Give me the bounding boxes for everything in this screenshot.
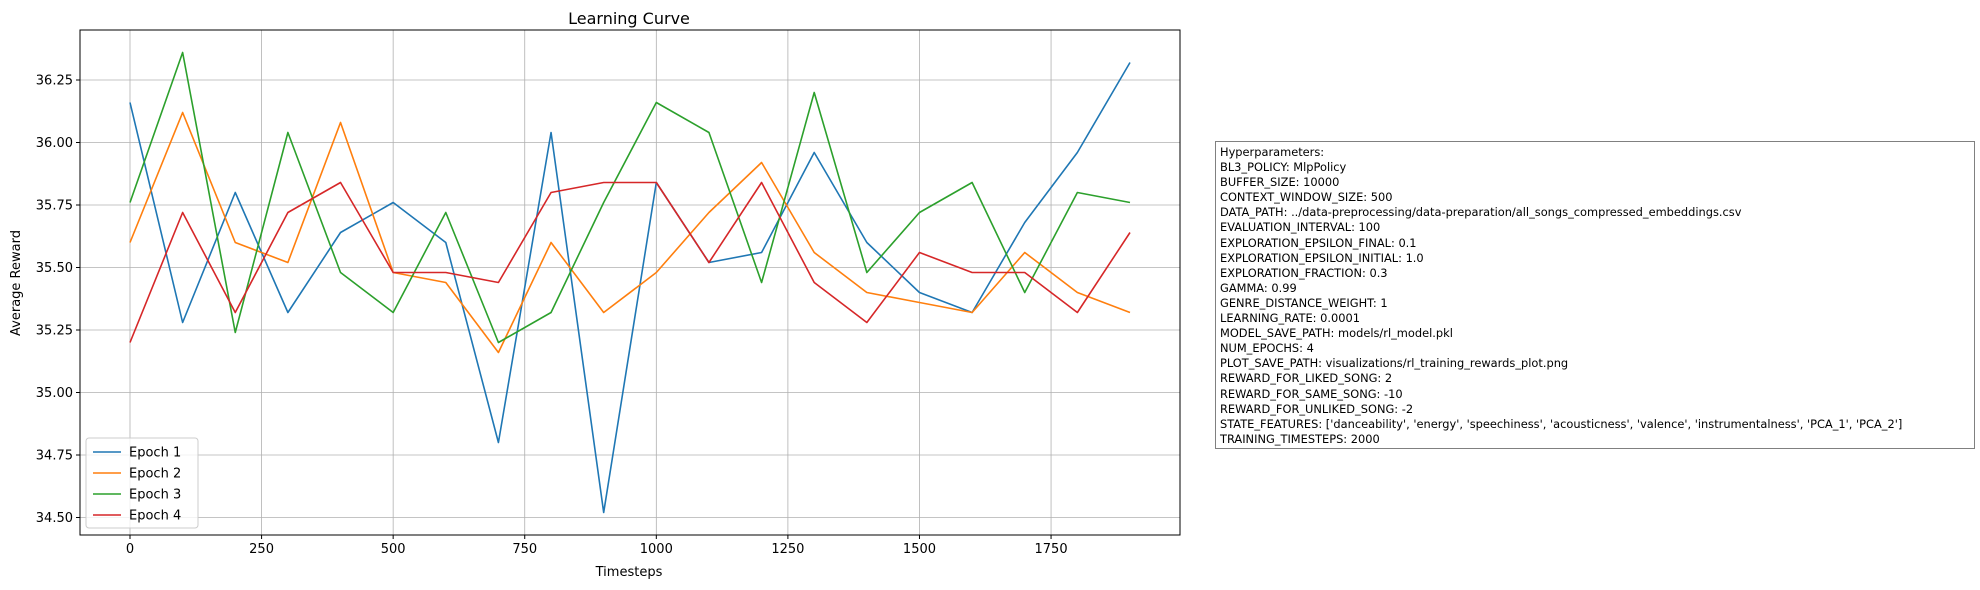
hyperparameter-line: STATE_FEATURES: ['danceability', 'energy… — [1220, 416, 1903, 431]
axis-ticks: 0 250 500 750 1000 1250 1500 1750 34.50 34.75 35.0… — [36, 74, 1068, 558]
hyperparameter-line: DATA_PATH: ../data-preprocessing/data-pr… — [1220, 205, 1742, 220]
x-tick-label: 1000 — [640, 542, 673, 557]
x-tick-label: 1500 — [903, 542, 936, 557]
x-tick-label: 1750 — [1035, 542, 1068, 557]
y-tick-label: 34.50 — [36, 511, 73, 526]
hyperparameter-line: TRAINING_TIMESTEPS: 2000 — [1220, 431, 1380, 446]
hyperparameter-line: EVALUATION_INTERVAL: 100 — [1220, 220, 1381, 235]
series-line-epoch-2 — [129, 111, 1131, 354]
hyperparameter-line: Hyperparameters: — [1220, 145, 1325, 159]
hyperparameter-line: EXPLORATION_EPSILON_INITIAL: 1.0 — [1220, 250, 1424, 265]
hyperparameter-line: PLOT_SAVE_PATH: visualizations/rl_traini… — [1220, 356, 1569, 371]
hyperparameter-line: EXPLORATION_FRACTION: 0.3 — [1220, 265, 1388, 280]
y-tick-label: 35.00 — [36, 386, 73, 401]
y-tick-label: 36.25 — [36, 74, 73, 89]
x-tick-label: 250 — [249, 542, 274, 557]
series-line-epoch-1 — [129, 62, 1131, 514]
hyperparameters-box: Hyperparameters: BL3_POLICY: MlpPolicy BUF… — [1215, 141, 1975, 449]
grid-lines — [80, 30, 1180, 535]
y-tick-label: 34.75 — [36, 449, 73, 464]
hyperparameter-line: CONTEXT_WINDOW_SIZE: 500 — [1220, 190, 1393, 205]
legend-label: Epoch 2 — [129, 467, 181, 482]
hyperparameter-line: LEARNING_RATE: 0.0001 — [1220, 311, 1361, 326]
chart-legend: Epoch 1 Epoch 2 Epoch 3 Epoch 4 — [85, 437, 199, 529]
legend-frame — [85, 437, 199, 529]
plot-frame — [79, 29, 1181, 536]
x-tick-label: 500 — [381, 542, 406, 557]
x-tick-label: 0 — [126, 542, 134, 557]
hyperparameter-line: GAMMA: 0.99 — [1220, 280, 1297, 295]
hyperparameter-line: BUFFER_SIZE: 10000 — [1220, 175, 1340, 190]
hyperparameter-line: NUM_EPOCHS: 4 — [1220, 341, 1314, 356]
y-tick-label: 35.25 — [36, 324, 73, 339]
y-tick-label: 36.00 — [36, 136, 73, 151]
hyperparameter-line: REWARD_FOR_LIKED_SONG: 2 — [1220, 371, 1393, 386]
hyperparameter-line: REWARD_FOR_UNLIKED_SONG: -2 — [1220, 401, 1414, 416]
hyperparameter-line: REWARD_FOR_SAME_SONG: -10 — [1220, 386, 1403, 401]
legend-label: Epoch 4 — [129, 509, 181, 524]
series-line-epoch-4 — [129, 181, 1131, 343]
x-tick-label: 750 — [512, 542, 537, 557]
hyperparameter-line: GENRE_DISTANCE_WEIGHT: 1 — [1220, 295, 1388, 310]
y-tick-label: 35.75 — [36, 199, 73, 214]
legend-label: Epoch 1 — [129, 446, 181, 461]
legend-label: Epoch 3 — [129, 488, 181, 503]
hyperparameter-line: BL3_POLICY: MlpPolicy — [1220, 160, 1347, 175]
series-line-epoch-3 — [129, 51, 1131, 344]
chart-title: Learning Curve — [568, 9, 690, 28]
x-tick-label: 1250 — [771, 542, 804, 557]
y-axis-label: Average Reward — [9, 230, 24, 336]
hyperparameter-line: MODEL_SAVE_PATH: models/rl_model.pkl — [1220, 326, 1453, 341]
y-tick-label: 35.50 — [36, 261, 73, 276]
x-axis-label: Timesteps — [595, 565, 663, 580]
hyperparameter-line: EXPLORATION_EPSILON_FINAL: 0.1 — [1220, 235, 1417, 250]
series-lines — [129, 51, 1131, 514]
